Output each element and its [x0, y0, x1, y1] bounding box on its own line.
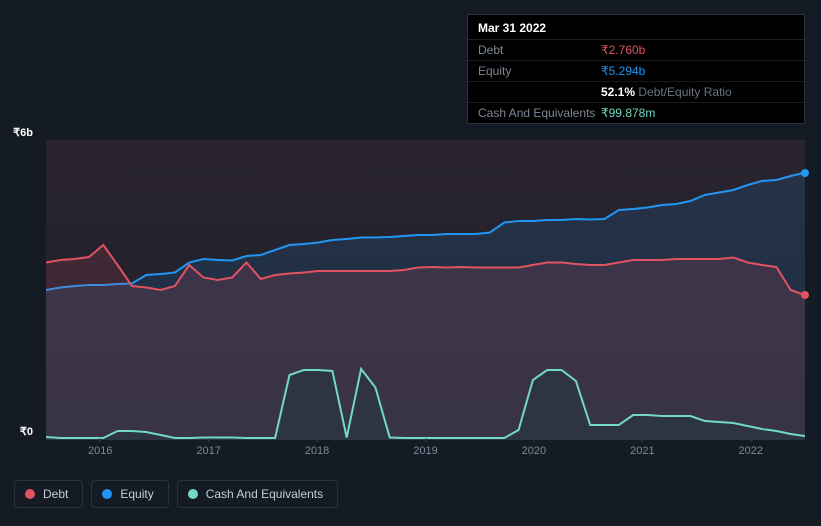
x-tick-mark	[100, 438, 101, 442]
x-tick-mark	[317, 438, 318, 442]
tooltip-card: Mar 31 2022 Debt₹2.760bEquity₹5.294b52.1…	[467, 14, 805, 124]
tooltip-value: 52.1% Debt/Equity Ratio	[601, 85, 794, 99]
x-tick-label: 2017	[196, 445, 220, 457]
legend-label: Equity	[120, 487, 153, 501]
end-marker-equity	[801, 169, 809, 177]
tooltip-row: Equity₹5.294b	[468, 61, 804, 82]
x-tick-label: 2016	[88, 445, 112, 457]
x-tick-mark	[750, 438, 751, 442]
tooltip-key: Equity	[478, 64, 601, 78]
tooltip-key	[478, 85, 601, 99]
y-tick-max: ₹6b	[0, 126, 33, 139]
area-chart	[46, 140, 805, 440]
y-tick-zero: ₹0	[0, 425, 33, 438]
x-axis: 2016 2017 2018 2019 2020 2021 2022	[46, 443, 805, 459]
x-tick-label: 2022	[739, 445, 763, 457]
x-tick-label: 2021	[630, 445, 654, 457]
tooltip-value: ₹99.878m	[601, 106, 794, 120]
tooltip-row: Cash And Equivalents₹99.878m	[468, 103, 804, 123]
legend-label: Debt	[43, 487, 68, 501]
tooltip-value: ₹2.760b	[601, 43, 794, 57]
tooltip-key: Debt	[478, 43, 601, 57]
x-tick-label: 2020	[522, 445, 546, 457]
legend-item-equity[interactable]: Equity	[91, 480, 168, 508]
chart-root: { "chart": { "type": "area", "background…	[0, 0, 821, 526]
x-tick-label: 2018	[305, 445, 329, 457]
tooltip-date: Mar 31 2022	[468, 15, 804, 40]
x-tick-mark	[208, 438, 209, 442]
tooltip-row: Debt₹2.760b	[468, 40, 804, 61]
legend-item-cash[interactable]: Cash And Equivalents	[177, 480, 338, 508]
legend-dot-icon	[102, 489, 112, 499]
legend: Debt Equity Cash And Equivalents	[14, 480, 338, 508]
tooltip-key: Cash And Equivalents	[478, 106, 601, 120]
x-tick-label: 2019	[413, 445, 437, 457]
tooltip-row: 52.1% Debt/Equity Ratio	[468, 82, 804, 103]
end-marker-debt	[801, 291, 809, 299]
legend-label: Cash And Equivalents	[206, 487, 323, 501]
tooltip-value: ₹5.294b	[601, 64, 794, 78]
legend-dot-icon	[188, 489, 198, 499]
x-tick-mark	[533, 438, 534, 442]
x-tick-mark	[642, 438, 643, 442]
legend-item-debt[interactable]: Debt	[14, 480, 83, 508]
x-tick-mark	[425, 438, 426, 442]
legend-dot-icon	[25, 489, 35, 499]
